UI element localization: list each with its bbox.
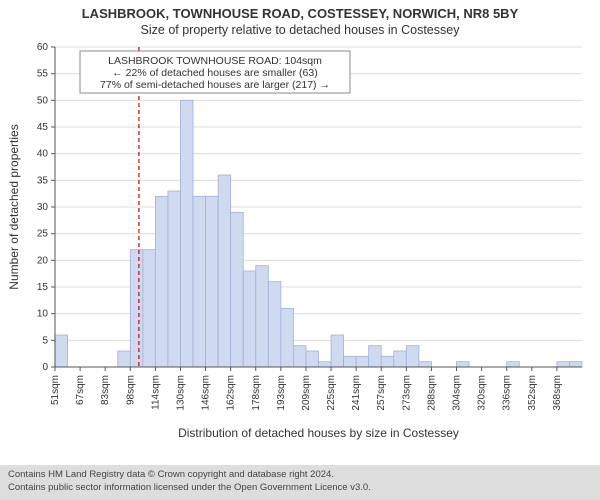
svg-text:368sqm: 368sqm <box>552 375 563 411</box>
histogram-bar <box>557 362 570 367</box>
svg-text:40: 40 <box>37 149 49 160</box>
histogram-bar <box>55 335 68 367</box>
histogram-bar <box>369 346 382 367</box>
histogram-bar <box>180 100 193 367</box>
histogram-bar <box>256 266 269 367</box>
histogram-bar <box>206 196 219 367</box>
svg-text:114sqm: 114sqm <box>150 375 161 410</box>
histogram-bar <box>218 175 231 367</box>
histogram-bar <box>193 196 206 367</box>
svg-text:257sqm: 257sqm <box>376 375 387 411</box>
svg-text:10: 10 <box>37 309 49 320</box>
histogram-bar <box>381 356 394 367</box>
histogram-bar <box>569 362 582 367</box>
x-axis-label: Distribution of detached houses by size … <box>178 426 459 440</box>
svg-text:35: 35 <box>37 175 49 186</box>
attribution-footer: Contains HM Land Registry data © Crown c… <box>0 465 600 500</box>
svg-text:55: 55 <box>37 69 49 80</box>
svg-text:30: 30 <box>37 202 49 213</box>
histogram-bar <box>306 351 319 367</box>
svg-text:130sqm: 130sqm <box>175 375 186 411</box>
chart-container: 0 5 10 15 20 25 30 35 40 45 50 55 60 51sqm 67sqm 83sqm 9… <box>0 37 600 447</box>
histogram-bar <box>406 346 419 367</box>
svg-text:304sqm: 304sqm <box>452 375 463 411</box>
svg-text:352sqm: 352sqm <box>527 375 538 411</box>
histogram-bar <box>243 271 256 367</box>
svg-text:146sqm: 146sqm <box>201 375 212 411</box>
histogram-bar <box>293 346 306 367</box>
histogram-bar <box>143 250 156 367</box>
histogram-bar <box>457 362 470 367</box>
annotation-line-2: ← 22% of detached houses are smaller (63… <box>112 67 317 79</box>
svg-text:209sqm: 209sqm <box>301 375 312 411</box>
svg-text:320sqm: 320sqm <box>477 375 488 411</box>
chart-subtitle: Size of property relative to detached ho… <box>0 23 600 37</box>
histogram-bar <box>344 356 357 367</box>
histogram-bar <box>319 362 332 367</box>
svg-text:225sqm: 225sqm <box>326 375 337 411</box>
histogram-bar <box>394 351 407 367</box>
histogram-bar <box>118 351 131 367</box>
histogram-bar <box>130 250 143 367</box>
svg-text:20: 20 <box>37 255 49 266</box>
svg-text:67sqm: 67sqm <box>75 375 86 405</box>
histogram-bar <box>168 191 181 367</box>
histogram-bar <box>155 196 168 367</box>
svg-text:60: 60 <box>37 42 49 53</box>
svg-text:178sqm: 178sqm <box>251 375 262 411</box>
footer-line-1: Contains HM Land Registry data © Crown c… <box>8 469 592 482</box>
svg-text:193sqm: 193sqm <box>276 375 287 411</box>
svg-text:162sqm: 162sqm <box>226 375 237 411</box>
svg-text:336sqm: 336sqm <box>502 375 513 411</box>
histogram-bar <box>419 362 432 367</box>
svg-text:288sqm: 288sqm <box>426 375 437 411</box>
svg-text:0: 0 <box>42 362 48 373</box>
histogram-bar <box>268 282 281 367</box>
histogram-bar <box>507 362 520 367</box>
histogram-bar <box>281 308 294 367</box>
svg-text:51sqm: 51sqm <box>50 375 61 405</box>
svg-text:241sqm: 241sqm <box>351 375 362 411</box>
histogram-bar <box>331 335 344 367</box>
annotation-line-1: LASHBROOK TOWNHOUSE ROAD: 104sqm <box>108 55 322 67</box>
svg-text:45: 45 <box>37 122 49 133</box>
svg-text:5: 5 <box>42 335 48 346</box>
annotation-line-3: 77% of semi-detached houses are larger (… <box>100 79 330 91</box>
histogram-bar <box>231 212 244 367</box>
histogram-chart: 0 5 10 15 20 25 30 35 40 45 50 55 60 51sqm 67sqm 83sqm 9… <box>0 37 600 447</box>
svg-text:98sqm: 98sqm <box>125 375 136 405</box>
y-axis-label: Number of detached properties <box>7 124 21 289</box>
svg-text:25: 25 <box>37 229 49 240</box>
svg-text:15: 15 <box>37 282 49 293</box>
svg-text:83sqm: 83sqm <box>100 375 111 405</box>
svg-text:273sqm: 273sqm <box>401 375 412 411</box>
histogram-bar <box>356 356 369 367</box>
footer-line-2: Contains public sector information licen… <box>8 482 592 495</box>
address-title: LASHBROOK, TOWNHOUSE ROAD, COSTESSEY, NO… <box>0 6 600 21</box>
svg-text:50: 50 <box>37 95 49 106</box>
